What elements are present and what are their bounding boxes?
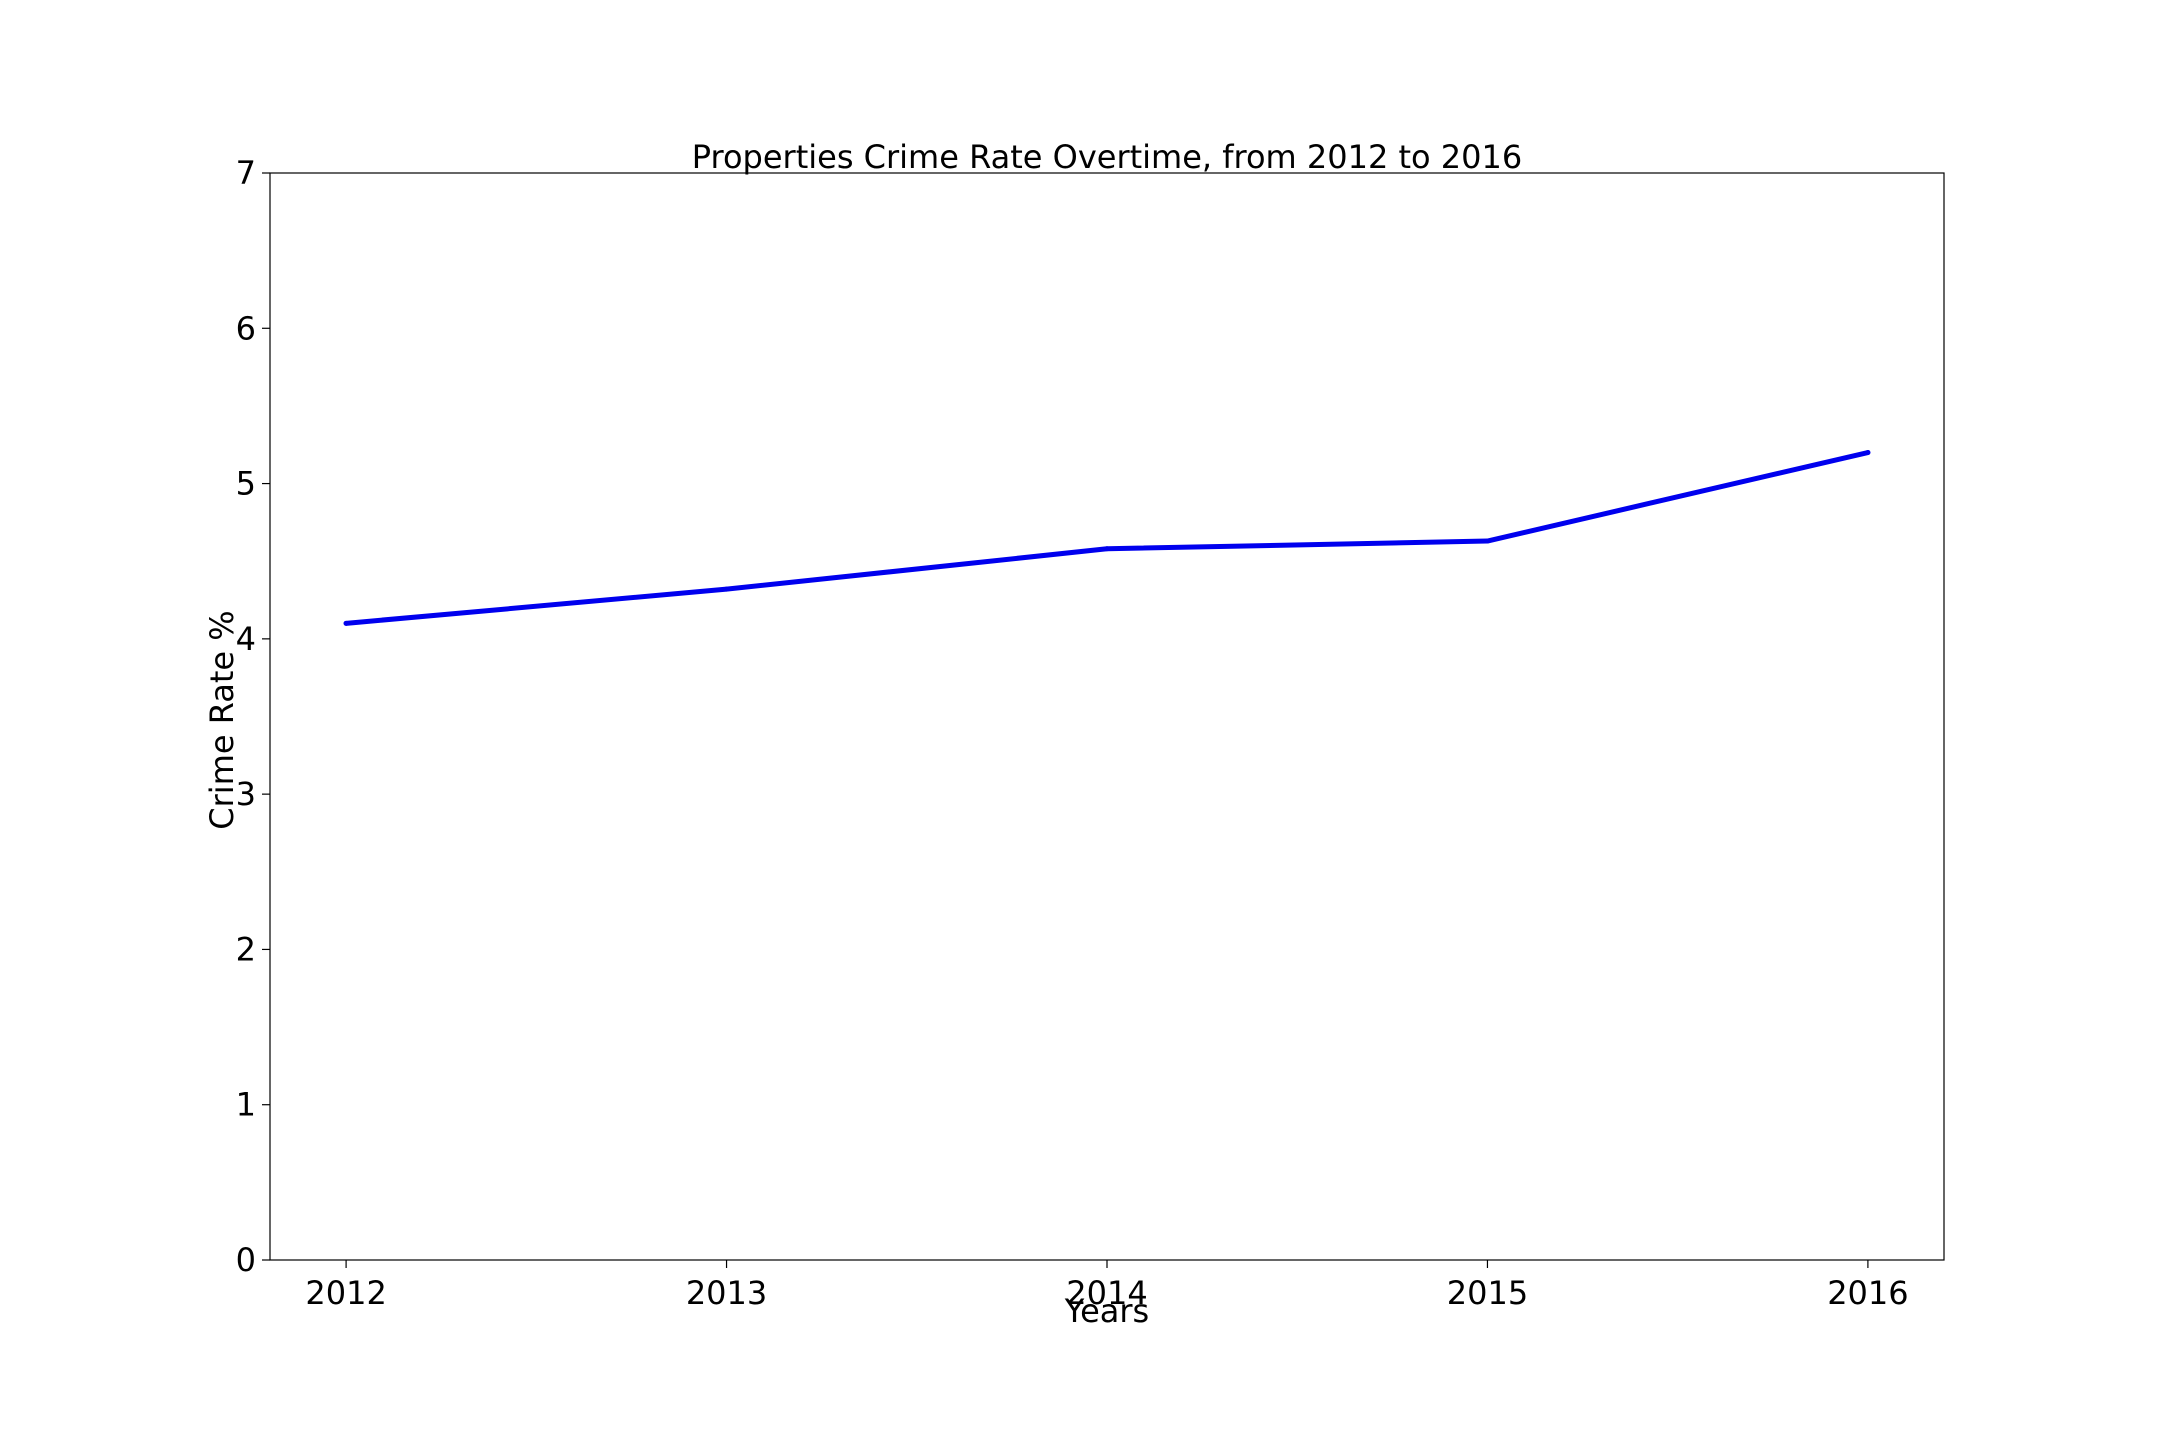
y-tick-label: 7 (236, 154, 256, 192)
series-point (1865, 450, 1871, 456)
series-layer (343, 450, 1871, 626)
series-point (1484, 538, 1490, 544)
series-point (1104, 546, 1110, 552)
x-tick-label: 2015 (1447, 1274, 1528, 1312)
chart-title: Properties Crime Rate Overtime, from 201… (692, 138, 1522, 176)
x-axis-ticks: 2012 2013 2014 2015 2016 (305, 1260, 1909, 1312)
y-tick-label: 4 (236, 620, 256, 658)
y-tick-label: 2 (236, 930, 256, 968)
y-tick-label: 1 (236, 1086, 256, 1124)
x-tick-label: 2012 (305, 1274, 386, 1312)
y-tick-label: 3 (236, 775, 256, 813)
y-axis-ticks: 0 1 2 3 4 5 6 7 (236, 154, 270, 1279)
x-tick-label: 2016 (1827, 1274, 1908, 1312)
y-tick-label: 0 (236, 1241, 256, 1279)
y-tick-label: 5 (236, 465, 256, 503)
y-axis-label: Crime Rate % (203, 610, 241, 829)
x-tick-label: 2014 (1066, 1274, 1147, 1312)
series-point (343, 620, 349, 626)
y-tick-label: 6 (236, 309, 256, 347)
x-axis-label: Years (1064, 1292, 1149, 1330)
series-point (724, 586, 730, 592)
x-tick-label: 2013 (686, 1274, 767, 1312)
